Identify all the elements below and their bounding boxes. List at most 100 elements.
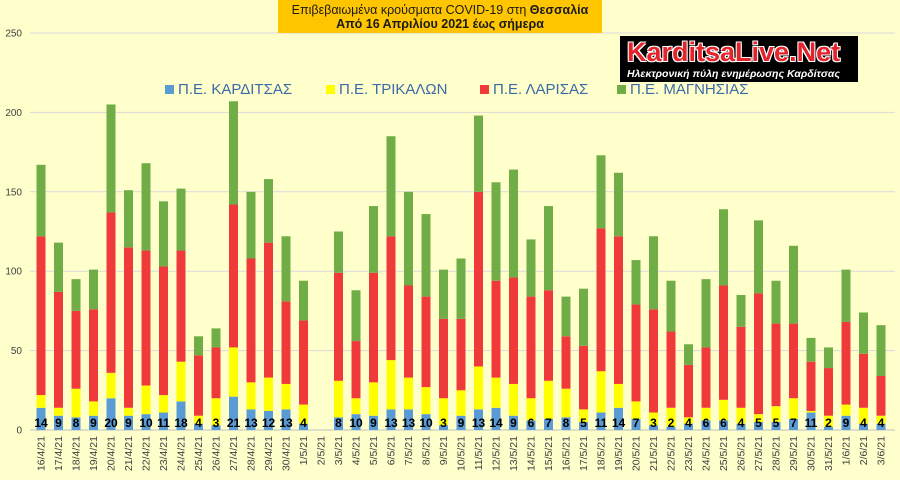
bar-trikala-3-6-21: [876, 415, 886, 424]
bar-larisa-17-4-21: [54, 291, 63, 408]
x-tick-label-1-5-21: 1/5/21: [298, 436, 310, 465]
x-tick-label-8-5-21: 8/5/21: [421, 436, 433, 465]
x-tick-label-2-6-21: 2/6/21: [858, 436, 870, 465]
site-logo: KarditsaLive.Net Ηλεκτρονική πύλη ενημέρ…: [620, 36, 858, 82]
bar-larisa-27-4-21: [229, 204, 238, 348]
data-label-karditsa-21-5-21: 3: [650, 416, 657, 430]
x-tick-label-21-4-21: 21/4/21: [123, 436, 135, 471]
x-tick-label-31-5-21: 31/5/21: [823, 436, 835, 471]
bar-trikala-25-4-21: [194, 415, 203, 424]
bar-trikala-17-4-21: [54, 407, 63, 416]
y-tick-label-50: 50: [11, 346, 23, 357]
bar-trikala-14-5-21: [526, 398, 536, 421]
data-label-karditsa-22-5-21: 2: [668, 416, 675, 430]
x-tick-label-27-5-21: 27/5/21: [753, 436, 765, 471]
x-tick-label-18-4-21: 18/4/21: [71, 436, 83, 471]
bar-larisa-19-4-21: [89, 309, 98, 402]
data-label-karditsa-20-4-21: 20: [104, 416, 118, 430]
bar-trikala-27-5-21: [754, 414, 763, 423]
bar-trikala-7-5-21: [404, 377, 413, 410]
bar-karditsa-22-5-21: [666, 426, 676, 430]
bar-trikala-13-5-21: [509, 383, 518, 416]
bar-karditsa-28-4-21: [246, 409, 256, 430]
legend-swatch-magnesia: [617, 85, 626, 94]
bar-magnesia-17-4-21: [54, 242, 63, 292]
bar-larisa-15-5-21: [544, 290, 553, 381]
y-axis: 0 50 100 150 200 250: [5, 29, 22, 437]
bar-trikala-26-5-21: [736, 407, 746, 424]
bar-magnesia-12-5-21: [491, 182, 501, 281]
bar-trikala-29-5-21: [789, 398, 798, 419]
data-label-karditsa-21-4-21: 9: [125, 416, 132, 430]
data-label-karditsa-8-5-21: 10: [419, 416, 433, 430]
x-tick-label-9-5-21: 9/5/21: [438, 436, 450, 465]
bar-magnesia-25-4-21: [194, 336, 203, 356]
data-label-karditsa-16-5-21: 8: [563, 416, 570, 430]
chart-title: Επιβεβαιωμένα κρούσματα COVID-19 στη Θεσ…: [291, 3, 589, 17]
bar-larisa-19-5-21: [614, 236, 623, 384]
bar-trikala-24-4-21: [176, 361, 186, 402]
x-tick-label-18-5-21: 18/5/21: [596, 436, 608, 471]
x-tick-label-29-4-21: 29/4/21: [263, 436, 275, 471]
x-tick-label-7-5-21: 7/5/21: [403, 436, 415, 465]
x-tick-label-23-4-21: 23/4/21: [158, 436, 170, 471]
bar-larisa-10-5-21: [456, 318, 466, 391]
bar-magnesia-2-6-21: [859, 312, 868, 354]
bar-larisa-14-5-21: [526, 296, 536, 399]
bar-magnesia-20-4-21: [106, 104, 116, 213]
data-label-karditsa-9-5-21: 3: [440, 416, 447, 430]
data-label-karditsa-13-5-21: 9: [510, 416, 517, 430]
bar-trikala-1-6-21: [841, 404, 851, 416]
bar-larisa-1-6-21: [841, 322, 851, 405]
x-tick-label-22-4-21: 22/4/21: [141, 436, 153, 471]
x-tick-label-23-5-21: 23/5/21: [683, 436, 695, 471]
bar-karditsa-6-5-21: [386, 409, 396, 430]
bar-magnesia-28-5-21: [771, 280, 781, 324]
bar-karditsa-18-4-21: [71, 417, 81, 430]
x-tick-label-17-5-21: 17/5/21: [578, 436, 590, 471]
bar-larisa-6-5-21: [386, 236, 396, 361]
bar-magnesia-15-5-21: [544, 206, 553, 291]
bar-karditsa-20-5-21: [631, 418, 641, 430]
x-tick-label-11-5-21: 11/5/21: [473, 436, 485, 470]
x-tick-label-19-5-21: 19/5/21: [613, 436, 625, 471]
bar-trikala-21-4-21: [124, 407, 133, 416]
bar-trikala-28-5-21: [771, 406, 781, 423]
data-label-karditsa-25-4-21: 4: [195, 416, 202, 430]
bar-trikala-24-5-21: [701, 407, 711, 421]
bar-magnesia-28-4-21: [246, 191, 256, 259]
data-label-karditsa-7-5-21: 13: [402, 416, 416, 430]
data-label-karditsa-20-5-21: 7: [633, 416, 640, 430]
bar-trikala-5-5-21: [369, 382, 378, 416]
bar-larisa-9-5-21: [439, 318, 448, 399]
x-tick-label-19-4-21: 19/4/21: [88, 436, 100, 471]
bar-trikala-8-5-21: [421, 387, 431, 415]
bar-karditsa-28-5-21: [771, 422, 781, 430]
bar-larisa-20-4-21: [106, 212, 116, 373]
x-tick-label-4-5-21: 4/5/21: [351, 436, 363, 465]
bar-karditsa-31-5-21: [824, 426, 833, 430]
x-tick-label-1-6-21: 1/6/21: [841, 436, 853, 465]
bar-larisa-16-5-21: [561, 336, 571, 389]
bar-trikala-22-4-21: [141, 385, 151, 415]
bar-magnesia-1-6-21: [841, 269, 851, 323]
bar-karditsa-16-4-21: [36, 407, 46, 430]
data-label-karditsa-31-5-21: 2: [825, 416, 832, 430]
logo-tagline: Ηλεκτρονική πύλη ενημέρωσης Καρδίτσας: [627, 68, 840, 80]
bar-trikala-19-5-21: [614, 383, 623, 408]
data-label-karditsa-2-6-21: 4: [860, 416, 867, 430]
bar-magnesia-14-5-21: [526, 239, 536, 297]
bar-trikala-16-4-21: [36, 395, 46, 408]
bar-trikala-15-5-21: [544, 380, 553, 419]
bar-magnesia-19-5-21: [614, 172, 623, 237]
bar-magnesia-20-5-21: [631, 260, 641, 305]
bar-magnesia-26-4-21: [211, 328, 221, 348]
data-label-karditsa-19-4-21: 9: [90, 416, 97, 430]
data-label-karditsa-29-5-21: 7: [790, 416, 797, 430]
x-tick-label-30-5-21: 30/5/21: [806, 436, 818, 471]
bar-karditsa-24-5-21: [701, 420, 711, 430]
bar-magnesia-3-6-21: [876, 325, 886, 377]
data-label-karditsa-29-4-21: 12: [262, 416, 276, 430]
bar-magnesia-18-5-21: [596, 155, 606, 229]
data-label-karditsa-19-5-21: 14: [612, 416, 626, 430]
